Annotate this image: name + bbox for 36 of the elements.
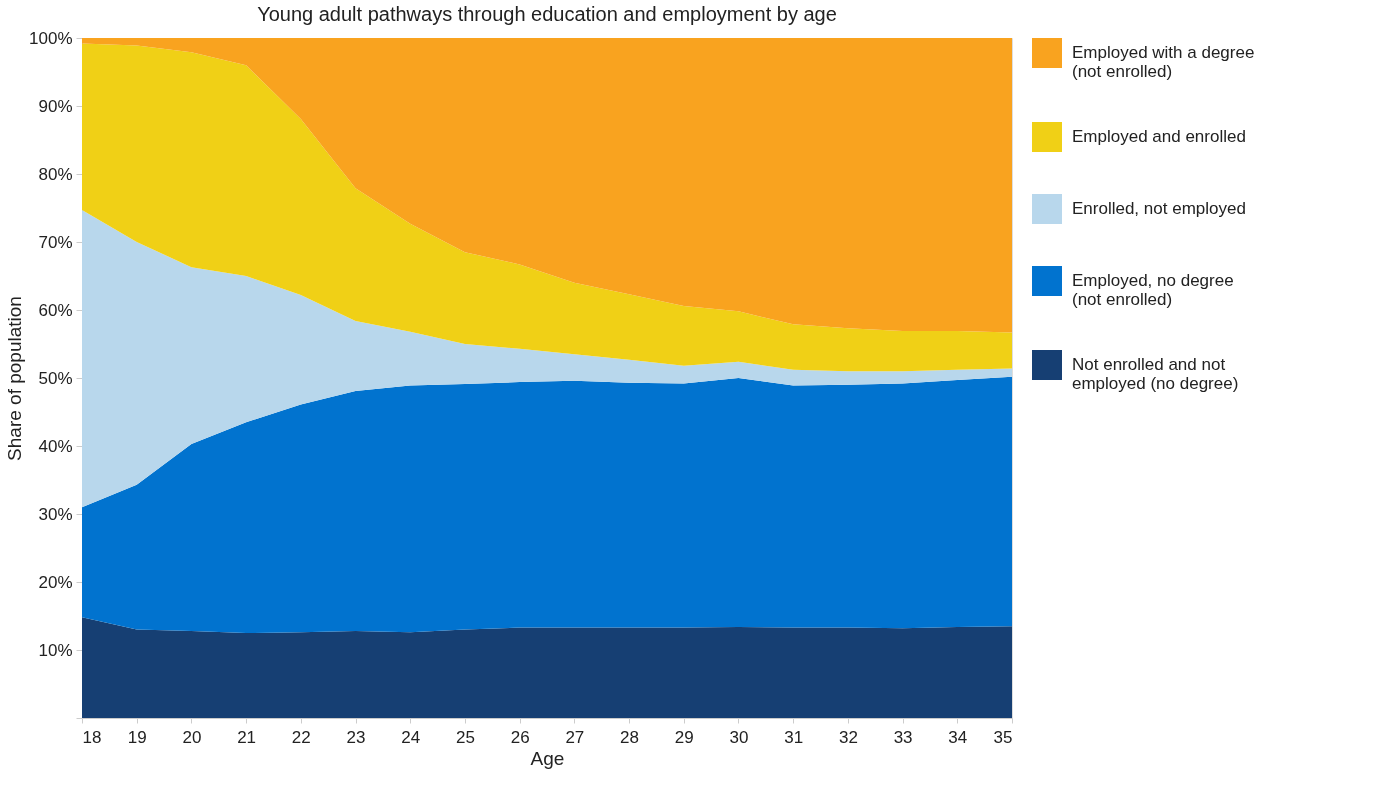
y-tick-label: 50% <box>38 368 73 388</box>
y-tick-label: 40% <box>38 436 73 456</box>
y-axis-title: Share of population <box>4 296 26 461</box>
chart-title: Young adult pathways through education and employment by age <box>257 3 837 25</box>
x-tick-label: 21 <box>237 727 257 747</box>
x-tick-label: 22 <box>291 727 311 747</box>
x-tick-label: 25 <box>455 727 475 747</box>
legend-label: Employed, no degree (not enrolled) <box>1072 271 1234 309</box>
legend-label: Employed and enrolled <box>1072 127 1246 146</box>
x-tick-label: 32 <box>838 727 858 747</box>
y-tick-label: 90% <box>38 96 73 116</box>
y-tick-label: 100% <box>29 28 73 48</box>
x-tick-label: 26 <box>510 727 530 747</box>
x-tick-label: 31 <box>784 727 804 747</box>
x-tick-label: 30 <box>729 727 749 747</box>
x-tick-label: 19 <box>127 727 147 747</box>
x-tick-label: 28 <box>620 727 640 747</box>
x-tick-label: 18 <box>82 727 102 747</box>
y-tick-label: 60% <box>38 300 73 320</box>
x-tick-label: 29 <box>674 727 694 747</box>
x-tick-label: 27 <box>565 727 585 747</box>
x-tick-label: 20 <box>182 727 202 747</box>
legend-label: Employed with a degree (not enrolled) <box>1072 43 1255 81</box>
x-tick-label: 23 <box>346 727 366 747</box>
x-tick-label: 34 <box>948 727 968 747</box>
y-tick-label: 10% <box>38 640 73 660</box>
x-tick-label: 35 <box>993 727 1013 747</box>
legend-label: Enrolled, not employed <box>1072 199 1246 218</box>
y-tick-label: 30% <box>38 504 73 524</box>
x-tick-label: 24 <box>401 727 421 747</box>
y-tick-label: 20% <box>38 572 73 592</box>
x-axis-title: Age <box>530 747 565 769</box>
legend-label: Not enrolled and not employed (no degree) <box>1072 355 1239 393</box>
y-tick-label: 70% <box>38 232 73 252</box>
x-tick-label: 33 <box>893 727 913 747</box>
y-tick-label: 80% <box>38 164 73 184</box>
